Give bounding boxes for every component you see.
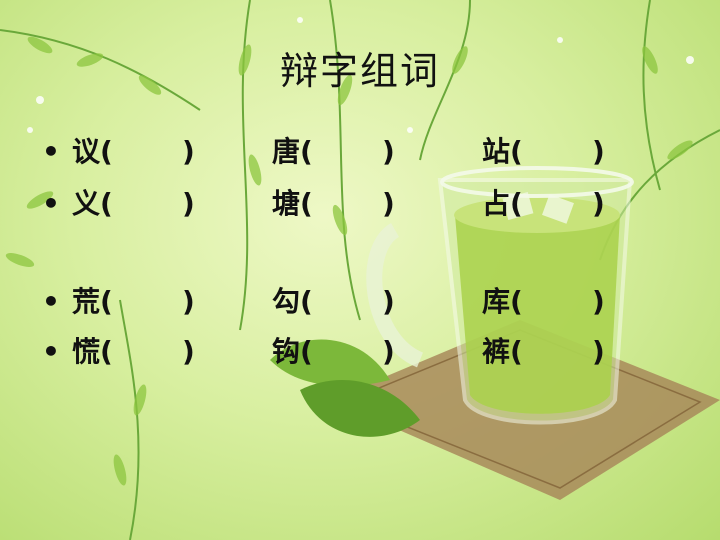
bullet-icon: • (42, 335, 60, 368)
word-item-1-1: 议() (72, 134, 202, 170)
leaf-icon (5, 36, 693, 486)
paren-close: ) (382, 187, 395, 220)
paren-open: ( (100, 187, 113, 220)
word-item-3-4: 裤() (482, 334, 612, 370)
paren-close: ) (382, 285, 395, 318)
paren-open: ( (510, 285, 523, 318)
word-char: 塘 (272, 187, 301, 220)
word-char: 慌 (72, 335, 101, 368)
paren-close: ) (592, 187, 605, 220)
paren-close: ) (182, 135, 195, 168)
paren-close: ) (592, 335, 605, 368)
word-item-3-1: 站() (482, 134, 612, 170)
word-char: 钩 (272, 335, 301, 368)
paren-close: ) (592, 285, 605, 318)
word-char: 唐 (272, 135, 301, 168)
word-item-3-2: 占() (482, 186, 612, 222)
paren-open: ( (300, 135, 313, 168)
word-char: 库 (482, 285, 511, 318)
paren-open: ( (100, 285, 113, 318)
paren-close: ) (382, 135, 395, 168)
word-item-1-4: 慌() (72, 334, 202, 370)
word-char: 占 (482, 187, 511, 220)
paren-close: ) (182, 187, 195, 220)
word-char: 勾 (272, 285, 301, 318)
paren-close: ) (592, 135, 605, 168)
word-item-2-1: 唐() (272, 134, 402, 170)
word-item-2-4: 钩() (272, 334, 402, 370)
word-char: 站 (482, 135, 511, 168)
leaf-icon (270, 339, 420, 437)
word-item-3-3: 库() (482, 284, 612, 320)
slide-title: 辩字组词 (279, 49, 440, 93)
paren-open: ( (510, 135, 523, 168)
tea-cup-icon (366, 166, 634, 425)
bullet-icon: • (42, 285, 60, 318)
paren-close: ) (182, 335, 195, 368)
paren-open: ( (510, 187, 523, 220)
word-char: 议 (72, 135, 101, 168)
word-char: 裤 (482, 335, 511, 368)
word-item-2-2: 塘() (272, 186, 402, 222)
paren-open: ( (300, 285, 313, 318)
paren-open: ( (100, 335, 113, 368)
paren-open: ( (300, 335, 313, 368)
word-item-1-3: 荒() (72, 284, 202, 320)
paren-close: ) (182, 285, 195, 318)
bullet-icon: • (42, 135, 60, 168)
word-item-1-2: 义() (72, 186, 202, 222)
word-char: 荒 (72, 285, 101, 318)
paren-open: ( (510, 335, 523, 368)
word-item-2-3: 勾() (272, 284, 402, 320)
paren-open: ( (100, 135, 113, 168)
word-char: 义 (72, 187, 101, 220)
paren-open: ( (300, 187, 313, 220)
bullet-icon: • (42, 187, 60, 220)
paren-close: ) (382, 335, 395, 368)
